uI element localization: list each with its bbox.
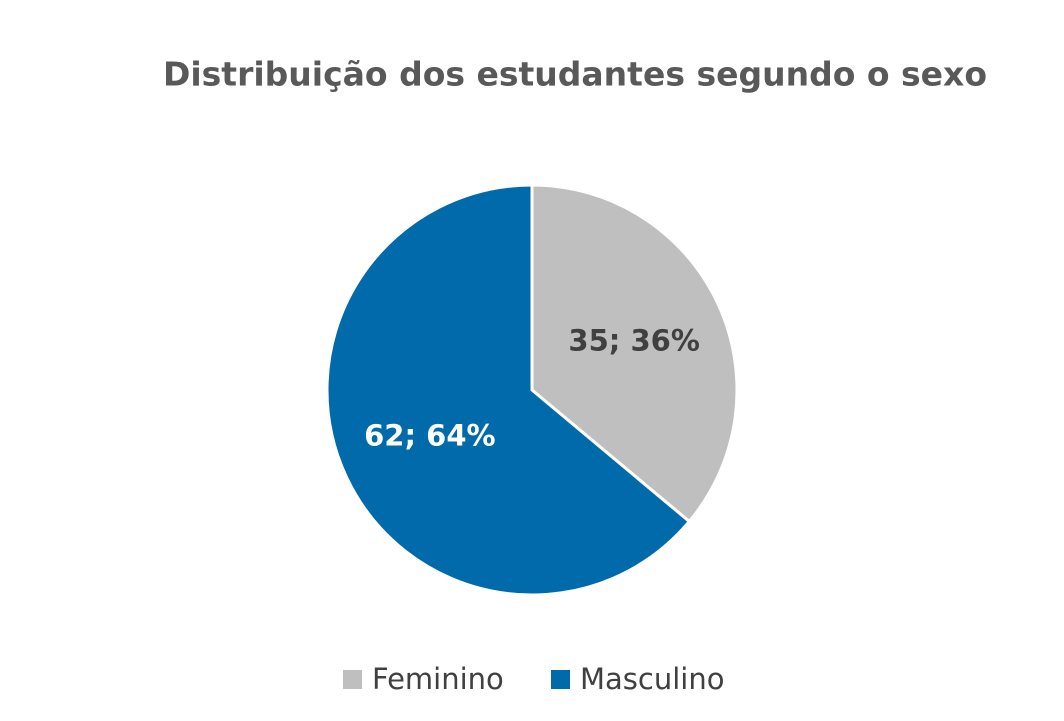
legend-label: Masculino <box>580 662 724 696</box>
legend-label: Feminino <box>372 662 504 696</box>
data-label: 62; 64% <box>364 419 495 453</box>
pie-slice <box>530 183 739 524</box>
legend-swatch <box>343 670 362 689</box>
data-label: 35; 36% <box>568 323 699 357</box>
pie-slice <box>325 183 692 597</box>
legend-swatch <box>551 670 570 689</box>
chart-title: Distribuição dos estudantes segundo o se… <box>163 55 987 94</box>
